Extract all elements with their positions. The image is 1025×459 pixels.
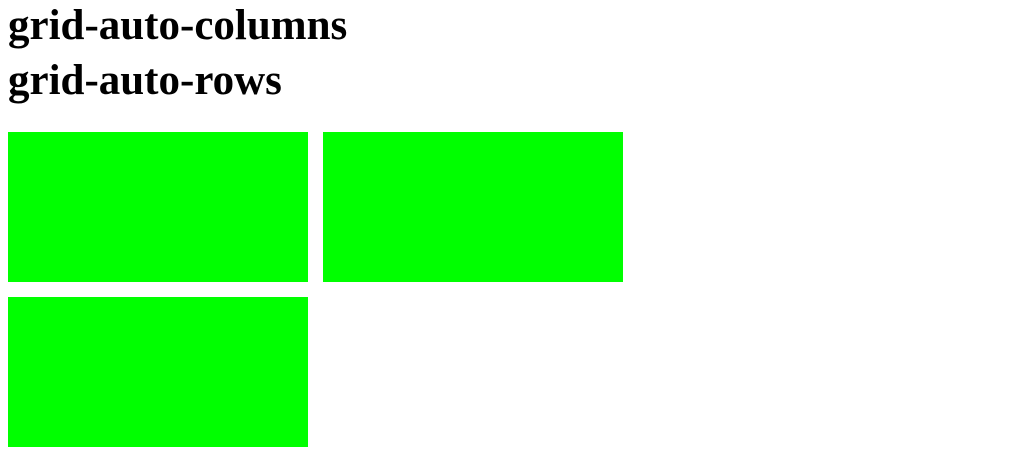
grid-auto-rows-heading: grid-auto-rows: [8, 57, 282, 104]
grid-container: [8, 132, 623, 447]
grid-item-1: [8, 132, 308, 282]
grid-item-2: [323, 132, 623, 282]
grid-item-3: [8, 297, 308, 447]
grid-auto-columns-heading: grid-auto-columns: [8, 2, 348, 49]
page: grid-auto-columns grid-auto-rows: [8, 0, 1017, 459]
